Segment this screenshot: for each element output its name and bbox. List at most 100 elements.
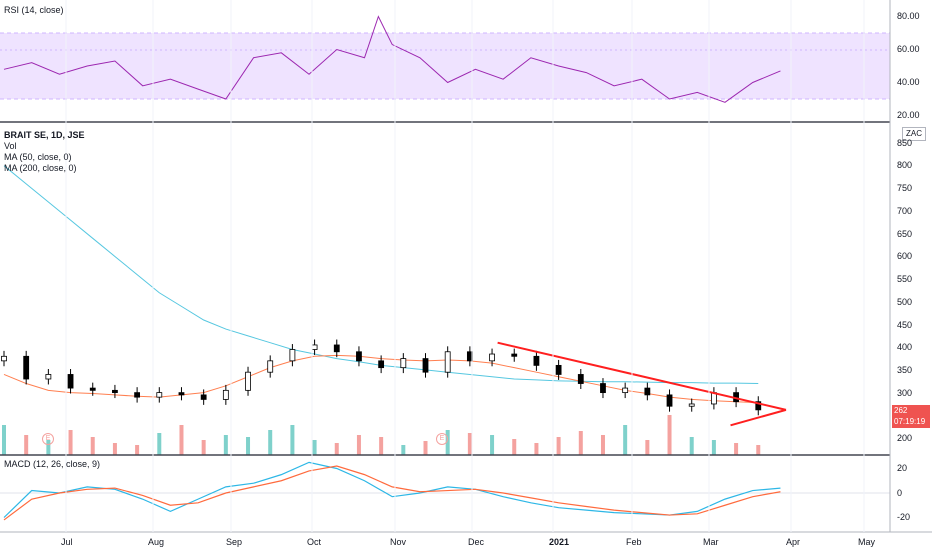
volume-bar [223,435,228,455]
volume-bar [157,433,162,455]
earnings-marker[interactable]: E [436,433,448,445]
volume-bar [401,445,406,455]
earnings-marker[interactable]: E [42,433,54,445]
ma50-legend[interactable]: MA (50, close, 0) [4,152,72,162]
macd-panel[interactable] [0,461,890,521]
volume-bar [600,435,605,455]
price-tick: 500 [897,297,913,307]
volume-bar [689,437,694,455]
price-tick: 400 [897,342,913,352]
price-tick: 700 [897,206,913,216]
volume-bar [667,415,672,455]
price-tick: 600 [897,251,913,261]
volume-bar [423,441,428,455]
candle-body [688,403,695,407]
candle-body [489,353,495,362]
candle-body [422,358,429,373]
price-tick: 800 [897,160,913,170]
signal-line [3,465,781,521]
currency-label[interactable]: ZAC [902,127,926,141]
volume-legend[interactable]: Vol [4,141,17,151]
volume-bar [290,425,295,455]
candle-body [356,351,362,362]
candle-body [400,358,407,369]
candle-body [156,392,163,398]
price-tick: 200 [897,433,913,443]
x-label-apr: Apr [786,537,801,547]
x-label-2021: 2021 [549,537,570,547]
candle-body [267,360,274,373]
rsi-tick-60: 60.00 [897,44,920,54]
volume-bar [578,431,583,455]
volume-bar [711,440,716,455]
candle-body [511,353,518,357]
x-label-sep: Sep [226,537,243,547]
volume-bar [645,440,650,455]
x-label-nov: Nov [390,537,407,547]
volume-bar [734,443,739,455]
price-tick: 300 [897,388,913,398]
candle-body [1,355,7,362]
candle-body [200,394,207,400]
price-tick: 750 [897,183,913,193]
x-label-aug: Aug [148,537,165,547]
ma200-line [3,165,759,385]
price-panel[interactable] [1,165,787,455]
candle-body [23,355,30,380]
candle-body [311,344,318,350]
candle-body [666,394,673,407]
candle-body [644,387,651,396]
price-tick: 350 [897,365,913,375]
rsi-panel[interactable] [0,15,890,103]
countdown-badge: 07:19:19 [892,416,930,428]
ma200-legend[interactable]: MA (200, close, 0) [4,163,77,173]
macd-tick-20: 20 [897,463,908,473]
x-label-oct: Oct [307,537,322,547]
volume-bar [356,435,361,455]
rsi-tick-20: 20.00 [897,110,920,120]
rsi-title: RSI (14, close) [4,5,64,15]
volume-bar [135,445,140,455]
volume-bar [379,437,384,455]
x-label-dec: Dec [468,537,485,547]
volume-bar [68,430,73,455]
candle-body [333,344,340,353]
volume-bar [112,443,117,455]
candle-body [600,383,606,394]
volume-bar [334,443,339,455]
volume-bar [556,437,561,455]
candle-body [577,374,584,384]
trendline-upper [497,341,787,411]
candle-body [755,401,762,411]
candle-body [378,360,385,369]
symbol-legend[interactable]: BRAIT SE, 1D, JSE [4,130,85,140]
rsi-tick-40: 40.00 [897,77,920,87]
candle-body [45,374,52,380]
volume-bar [246,437,251,455]
volume-bar [623,425,628,455]
candle-body [533,355,540,366]
macd-tick-neg20: -20 [897,512,911,522]
volume-bar [201,440,206,455]
volume-bar [24,435,29,455]
volume-bar [2,425,6,455]
price-tick: 850 [897,138,913,148]
volume-bar [46,440,51,455]
volume-bar [268,430,273,455]
last-price-badge: 262 [892,405,930,417]
candle-body [444,351,451,373]
volume-bar [756,445,761,455]
candle-body [178,392,185,396]
candle-body [622,387,629,394]
candle-body [222,389,229,400]
rsi-line [3,15,781,103]
rsi-band [0,33,890,99]
volume-bar [490,435,495,455]
x-label-feb: Feb [626,537,642,547]
x-label-mar: Mar [703,537,719,547]
price-tick: 650 [897,229,913,239]
macd-tick-0: 0 [897,488,903,498]
macd-title: MACD (12, 26, close, 9) [4,459,101,469]
